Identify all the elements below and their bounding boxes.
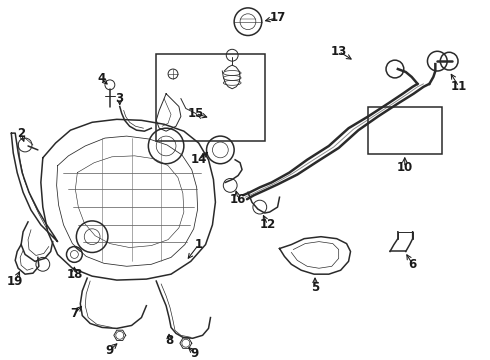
- Text: 13: 13: [331, 45, 347, 58]
- Text: 15: 15: [188, 107, 204, 120]
- Text: 10: 10: [396, 161, 413, 174]
- Bar: [156, 54, 265, 141]
- Text: 4: 4: [98, 72, 106, 85]
- Text: 8: 8: [165, 334, 173, 347]
- Text: 6: 6: [409, 258, 417, 271]
- Text: 17: 17: [270, 11, 286, 24]
- Text: 5: 5: [311, 282, 319, 294]
- Text: 7: 7: [71, 307, 78, 320]
- Text: 16: 16: [230, 193, 246, 206]
- Bar: [368, 107, 442, 154]
- Text: 3: 3: [116, 92, 124, 105]
- Text: 14: 14: [191, 153, 207, 166]
- Text: 9: 9: [106, 343, 114, 357]
- Text: 11: 11: [451, 80, 467, 93]
- Text: 1: 1: [195, 238, 203, 251]
- Text: 9: 9: [191, 347, 199, 360]
- Text: 18: 18: [66, 268, 83, 281]
- Text: 12: 12: [260, 219, 276, 231]
- Text: 19: 19: [7, 275, 24, 288]
- Text: 2: 2: [17, 127, 25, 140]
